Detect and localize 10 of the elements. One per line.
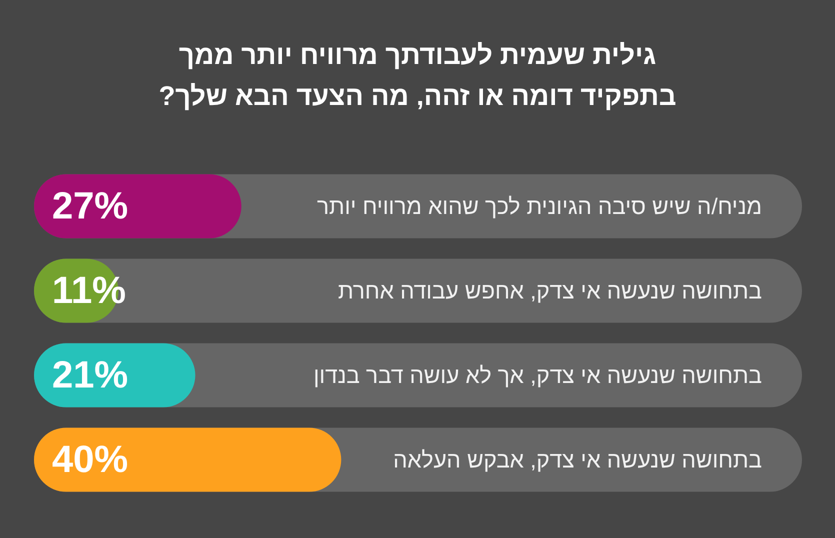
- y-tick-label: בתחושה שנעשה אי צדק, אחפש עבודה אחרת: [338, 278, 762, 304]
- data-label: 40%: [52, 438, 128, 481]
- y-tick-label: בתחושה שנעשה אי צדק, אבקש העלאה: [393, 447, 762, 472]
- y-tick-label: בתחושה שנעשה אי צדק, אך לא עושה דבר בנדון: [313, 362, 762, 388]
- data-label: 21%: [52, 354, 128, 396]
- bar: [34, 174, 242, 238]
- y-tick-label: מניח/ה שיש סיבה הגיונית לכך שהוא מרוויח יותר: [317, 194, 762, 219]
- data-label: 11%: [52, 270, 126, 312]
- data-label: 27%: [52, 185, 128, 228]
- chart-title: גילית שעמית לעבודתך מרוויח יותר ממך בתפקיד דומה או זהה, מה הצעד הבא שלך?: [158, 39, 678, 113]
